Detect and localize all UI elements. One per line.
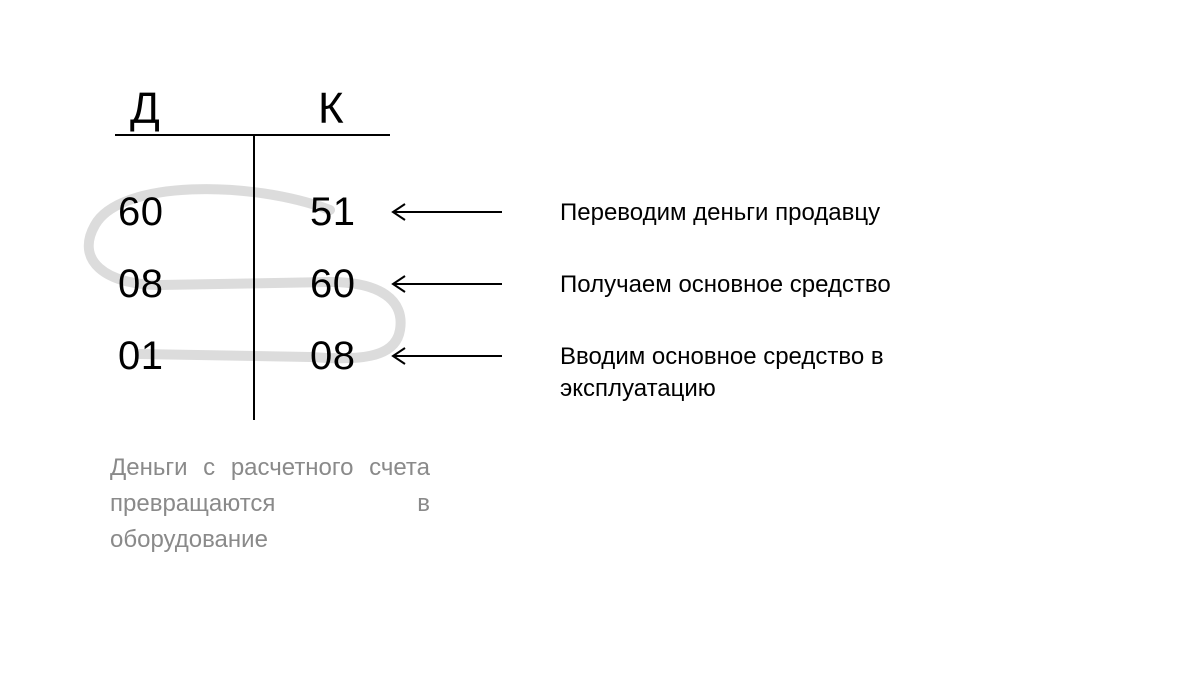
annotation-row1: Переводим деньги продавцу bbox=[560, 197, 1000, 229]
caption-text: Деньги с расчетного счета превращаются в… bbox=[110, 450, 430, 558]
row1-debit: 60 bbox=[118, 190, 164, 235]
row1-credit: 51 bbox=[310, 190, 356, 235]
t-account-lines bbox=[0, 0, 1200, 675]
header-credit: К bbox=[318, 84, 344, 134]
flow-path-layer bbox=[0, 0, 1200, 675]
arrows-layer bbox=[0, 0, 1200, 675]
row3-debit: 01 bbox=[118, 334, 164, 379]
row2-credit: 60 bbox=[310, 262, 356, 307]
row2-debit: 08 bbox=[118, 262, 164, 307]
header-debit: Д bbox=[130, 84, 160, 134]
arrow-row3 bbox=[393, 348, 502, 364]
annotation-row3: Вводим основное средство в эксплуатацию bbox=[560, 341, 1000, 406]
row3-credit: 08 bbox=[310, 334, 356, 379]
arrow-row2 bbox=[393, 276, 502, 292]
annotation-row2: Получаем основное средство bbox=[560, 269, 1000, 301]
arrow-row1 bbox=[393, 204, 502, 220]
